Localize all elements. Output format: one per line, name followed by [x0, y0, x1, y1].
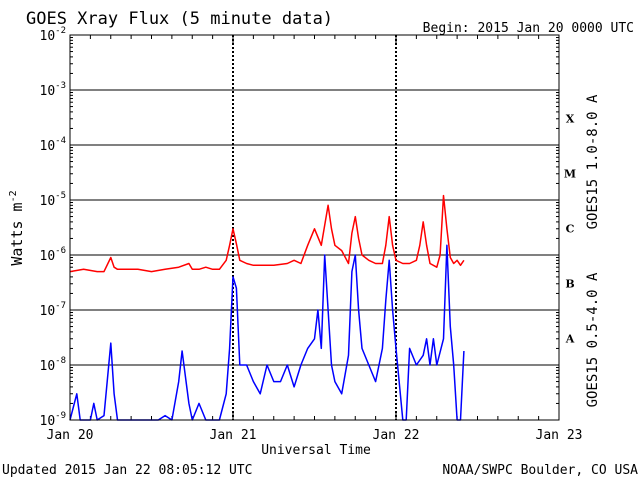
x-tick-label: Jan 20	[47, 428, 94, 443]
chart-title: GOES Xray Flux (5 minute data)	[26, 9, 333, 29]
x-axis-label: Universal Time	[261, 443, 371, 458]
legend-short-channel: GOES15 0.5-4.0 A	[585, 272, 601, 407]
series-long-channel-line	[69, 194, 465, 273]
y-tick-exponent: -4	[55, 136, 66, 146]
y-tick-exponent: -8	[55, 356, 66, 366]
y-tick-label: 10-7	[40, 301, 67, 319]
flare-class-labels: X M C B A	[564, 113, 576, 346]
x-tick-label: Jan 22	[373, 428, 420, 443]
y-tick-mantissa: 10	[40, 249, 56, 264]
grid-lines	[70, 35, 559, 420]
y-axis-label: Watts m-2	[8, 190, 26, 265]
series-short-channel-line	[69, 244, 465, 421]
flare-class-c: C	[566, 223, 575, 236]
y-tick-mantissa: 10	[40, 414, 56, 429]
y-tick-mantissa: 10	[40, 304, 56, 319]
y-tick-exponent: -7	[55, 301, 66, 311]
y-tick-mantissa: 10	[40, 29, 56, 44]
y-tick-exponent: -2	[55, 26, 66, 36]
data-series	[69, 194, 465, 421]
x-axis-ticks: Jan 20 Jan 21 Jan 22 Jan 23	[47, 35, 583, 443]
y-tick-mantissa: 10	[40, 84, 56, 99]
x-tick-label: Jan 23	[536, 428, 583, 443]
y-tick-exponent: -3	[55, 81, 66, 91]
y-tick-label: 10-8	[40, 356, 67, 374]
flare-class-b: B	[565, 278, 574, 291]
updated-timestamp: Updated 2015 Jan 22 08:05:12 UTC	[2, 463, 252, 478]
y-tick-label: 10-4	[40, 136, 67, 154]
y-tick-label: 10-5	[40, 191, 67, 209]
y-axis-label-text: Watts m	[8, 202, 26, 265]
flare-class-a: A	[565, 333, 575, 346]
y-tick-label: 10-6	[40, 246, 67, 264]
y-tick-mantissa: 10	[40, 194, 56, 209]
credit-text: NOAA/SWPC Boulder, CO USA	[442, 463, 638, 478]
flare-class-m: M	[564, 168, 576, 181]
y-tick-mantissa: 10	[40, 359, 56, 374]
y-tick-exponent: -5	[55, 191, 66, 201]
y-tick-exponent: -6	[55, 246, 66, 256]
y-tick-label: 10-2	[40, 26, 67, 44]
y-tick-label: 10-9	[40, 411, 67, 429]
flare-class-x: X	[566, 113, 575, 126]
x-tick-label: Jan 21	[210, 428, 257, 443]
y-tick-label: 10-3	[40, 81, 67, 99]
y-tick-mantissa: 10	[40, 139, 56, 154]
plot-frame	[69, 34, 560, 421]
legend-long-channel: GOES15 1.0-8.0 A	[585, 94, 601, 229]
y-tick-exponent: -9	[55, 411, 66, 421]
y-axis-label-exp: -2	[8, 190, 19, 202]
begin-timestamp: Begin: 2015 Jan 20 0000 UTC	[423, 21, 634, 36]
